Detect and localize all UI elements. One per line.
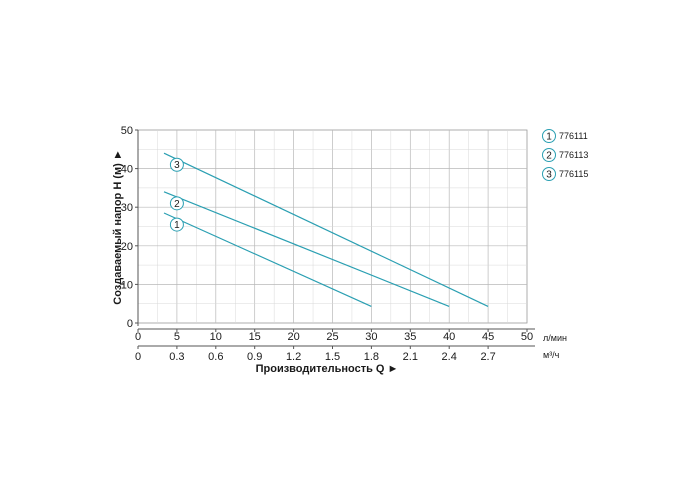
y-axis-title: Создаваемый напор H (м) ►: [112, 149, 124, 304]
series-line: [163, 191, 450, 307]
chart-legend: 1 776111 2 776113 3 776115: [542, 129, 588, 181]
legend-marker-circle: [542, 167, 556, 181]
y-tick-label: 40: [121, 164, 133, 176]
series-line: [163, 212, 372, 307]
series-776115: 3: [163, 152, 489, 307]
series-776111: 1: [163, 212, 372, 307]
legend-item-776111: 1 776111: [542, 129, 588, 143]
series-marker-circle: [169, 157, 184, 172]
secondary-x-tick-label: 1.2: [286, 351, 301, 363]
secondary-x-tick-label: 1.8: [364, 351, 379, 363]
secondary-x-axis-unit: м³/ч: [543, 350, 560, 360]
secondary-x-tick-label: 2.4: [442, 351, 457, 363]
chart-titles: Создаваемый напор H (м) ► Производительн…: [112, 149, 567, 375]
y-tick-label: 0: [127, 318, 133, 330]
x-tick-label: 40: [443, 331, 455, 343]
legend-label: 776111: [559, 131, 588, 141]
x-axis-title: Производительность Q ►: [256, 363, 399, 375]
x-tick-label: 15: [249, 331, 261, 343]
series-marker-label: 2: [174, 199, 180, 210]
x-tick-label: 5: [174, 331, 180, 343]
x-axis-unit: л/мин: [543, 333, 567, 343]
x-tick-label: 50: [521, 331, 533, 343]
legend-marker-circle: [542, 129, 556, 143]
series-marker-circle: [169, 196, 184, 211]
series-marker-label: 1: [174, 220, 180, 231]
legend-label: 776113: [559, 150, 588, 160]
y-tick-label: 20: [121, 241, 133, 253]
x-tick-label: 10: [210, 331, 222, 343]
secondary-x-tick-label: 2.1: [403, 351, 418, 363]
legend-marker-label: 1: [546, 132, 552, 143]
secondary-x-tick-label: 0.9: [247, 351, 262, 363]
x-tick-label: 30: [365, 331, 377, 343]
series-776113: 2: [163, 191, 450, 307]
legend-label: 776115: [559, 169, 588, 179]
legend-item-776113: 2 776113: [542, 148, 588, 162]
x-tick-label: 0: [135, 331, 141, 343]
y-tick-label: 30: [121, 202, 133, 214]
chart-axes: 0 10 20 30 40 50 0 5 10 15 20 25 30 35 40 45 50 0 0.3 0.6 0.…: [121, 125, 535, 363]
secondary-x-tick-label: 0.6: [208, 351, 223, 363]
chart-series: 1 2 3: [163, 152, 489, 307]
y-tick-label: 50: [121, 125, 133, 137]
secondary-x-tick-label: 1.5: [325, 351, 340, 363]
series-marker-circle: [169, 217, 184, 232]
legend-marker-circle: [542, 148, 556, 162]
secondary-x-tick-label: 2.7: [480, 351, 495, 363]
legend-item-776115: 3 776115: [542, 167, 588, 181]
x-tick-label: 25: [326, 331, 338, 343]
series-line: [163, 152, 489, 307]
chart-grid: [137, 129, 528, 324]
x-tick-label: 20: [287, 331, 299, 343]
x-tick-label: 45: [482, 331, 494, 343]
series-marker-label: 3: [174, 160, 180, 171]
x-tick-label: 35: [404, 331, 416, 343]
secondary-x-tick-label: 0.3: [169, 351, 184, 363]
legend-marker-label: 3: [546, 170, 552, 181]
secondary-x-tick-label: 0: [135, 351, 141, 363]
legend-marker-label: 2: [546, 151, 552, 162]
y-tick-label: 10: [121, 279, 133, 291]
